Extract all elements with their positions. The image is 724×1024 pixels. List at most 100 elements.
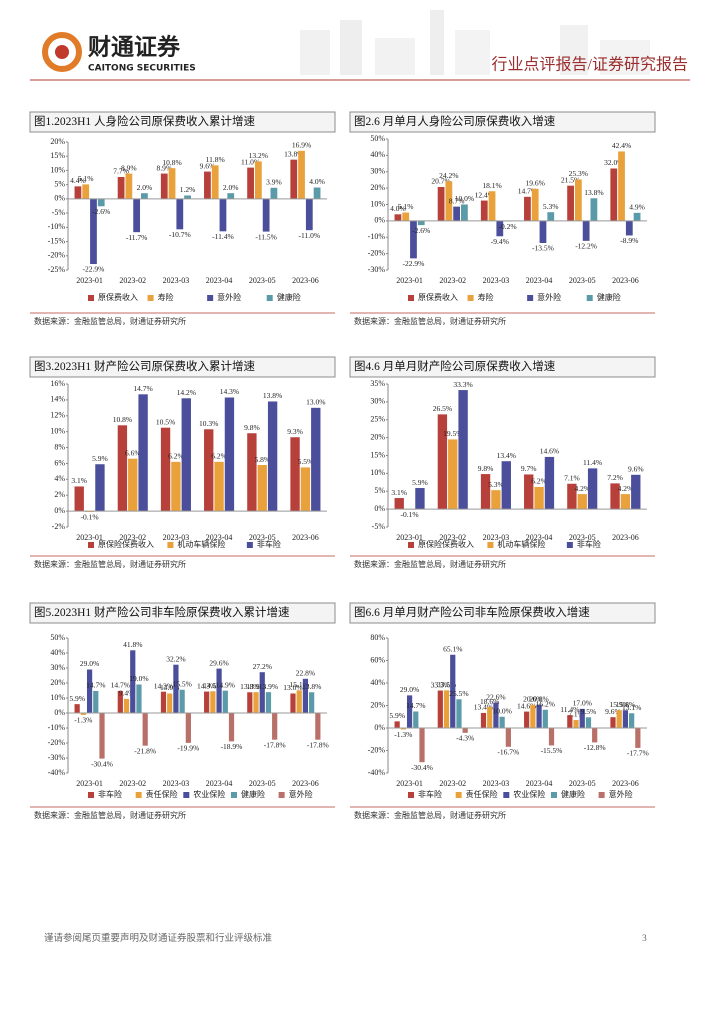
legend-label: 原保费收入 [418, 292, 458, 302]
data-label: 15.9% [610, 700, 629, 709]
y-tick-label: 30% [370, 397, 385, 406]
bar [222, 690, 228, 713]
data-label: 19.0% [129, 674, 148, 683]
bar [524, 711, 530, 728]
chart-title-box [349, 602, 656, 624]
y-tick-label: 40% [50, 648, 65, 657]
bar [228, 713, 235, 742]
x-tick-label: 2023-04 [206, 779, 233, 788]
bar [247, 692, 253, 713]
bar [548, 728, 555, 746]
y-tick-label: 8% [54, 442, 65, 451]
skyline [430, 10, 444, 75]
data-label: 4.2% [618, 484, 634, 493]
legend-label: 健康险 [597, 292, 621, 302]
legend-label: 原保费收入 [98, 292, 138, 302]
bar [313, 187, 321, 199]
legend-label: 非车险 [418, 789, 442, 799]
bar [501, 461, 511, 510]
y-tick-label: -20% [48, 738, 66, 747]
legend-swatch [455, 792, 462, 798]
legend-swatch [167, 542, 174, 548]
bar [296, 690, 302, 713]
data-label: 18.6% [480, 697, 499, 706]
bar [437, 186, 445, 221]
data-label: 7.7% [113, 167, 129, 176]
bar [443, 690, 450, 728]
data-label: 5.1% [78, 174, 94, 183]
data-label: 4.0% [309, 177, 325, 186]
y-tick-label: -10% [368, 232, 386, 241]
bar [82, 184, 90, 199]
bar [253, 692, 259, 713]
y-tick-label: 12% [50, 411, 65, 420]
x-tick-label: 2023-06 [292, 276, 319, 285]
data-label: 5.8% [254, 455, 270, 464]
data-label: 3.9% [266, 178, 282, 187]
bar [505, 728, 511, 747]
bar [204, 171, 211, 199]
data-label: 13.2% [249, 151, 268, 160]
footer: 谨请参阅尾页重要声明及财通证券股票和行业评级标准 3 [44, 932, 647, 944]
data-label: 14.7% [133, 384, 152, 393]
y-tick-label: -40% [48, 768, 66, 777]
y-tick-label: 14% [50, 395, 65, 404]
chart-title-box [29, 111, 336, 133]
legend-swatch [147, 295, 154, 301]
data-label: -2.6% [412, 226, 430, 235]
y-tick-label: 0% [54, 708, 65, 717]
chart-title-box [29, 356, 336, 378]
x-tick-label: 2023-06 [612, 276, 639, 285]
legend-swatch [408, 792, 414, 798]
data-label: 32.0% [604, 158, 623, 167]
bar [524, 474, 534, 510]
bar [117, 176, 125, 199]
bar [587, 468, 598, 510]
page-number: 3 [642, 934, 647, 944]
legend-label: 意外险 [609, 789, 633, 799]
bar [577, 494, 587, 510]
data-label: 13.0% [160, 683, 179, 692]
bar [74, 186, 82, 199]
bar [99, 713, 105, 759]
bar [456, 699, 462, 728]
bar [270, 187, 278, 199]
data-label: 7.1% [568, 710, 584, 719]
legend-swatch [183, 792, 190, 798]
legend-label: 非车险 [577, 539, 601, 549]
bar [567, 185, 574, 221]
bar [267, 401, 278, 512]
data-label: 25.5% [449, 689, 468, 698]
legend-label: 意外险 [217, 292, 241, 302]
data-label: -11.5% [255, 232, 277, 241]
bar [410, 220, 417, 259]
data-label: 5.9% [412, 478, 428, 487]
data-label: 42.4% [612, 141, 631, 150]
y-tick-label: 4% [54, 474, 65, 483]
bar [130, 650, 136, 713]
x-tick-label: 2023-06 [292, 779, 319, 788]
data-label: 9.5% [581, 707, 597, 716]
data-label: 13.9% [246, 682, 265, 691]
data-label: 7.1% [564, 473, 580, 482]
y-tick-label: -30% [368, 265, 386, 274]
source-note: 数据来源：金融监管总局，财通证券研究所 [354, 316, 506, 326]
bar [488, 191, 496, 221]
x-tick-label: 2023-04 [206, 533, 233, 542]
bar [74, 704, 80, 713]
x-tick-label: 2023-04 [526, 533, 553, 542]
bar [74, 486, 84, 512]
chart-title: 图2.6 月单月人身险公司原保费收入增速 [354, 114, 556, 128]
report-type: 行业点评报告/证券研究报告 [492, 56, 688, 74]
bar [458, 390, 468, 510]
x-tick-label: 2023-05 [249, 276, 276, 285]
y-tick-label: -5% [52, 208, 66, 217]
x-tick-label: 2023-04 [526, 779, 553, 788]
data-label: 9.6% [200, 161, 216, 170]
y-tick-label: -40% [368, 768, 386, 777]
bar [590, 198, 598, 221]
bar [592, 728, 598, 743]
data-label: 4.9% [629, 203, 645, 212]
data-label: 8.7% [449, 196, 465, 205]
